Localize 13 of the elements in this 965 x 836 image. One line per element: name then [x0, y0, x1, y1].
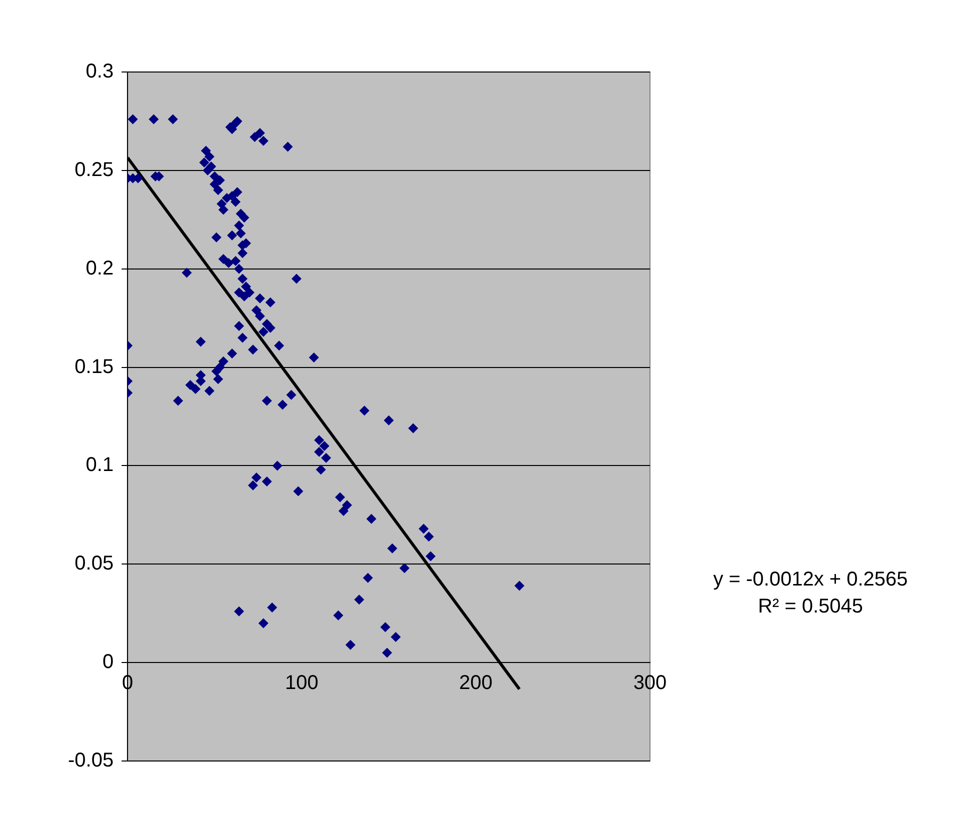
x-tick-label: 200: [459, 672, 493, 694]
x-tick-label: 300: [633, 672, 667, 694]
text: R² = 0.5045: [758, 596, 864, 618]
y-tick-label: -0.05: [68, 750, 114, 772]
y-tick-label: 0.25: [74, 158, 114, 181]
y-tick-label: 0.15: [74, 356, 114, 378]
x-tick-label: 100: [285, 672, 318, 694]
y-tick-label: 0.2: [86, 257, 114, 280]
y-tick-label: 0.3: [86, 60, 114, 83]
y-tick-label: 0.05: [74, 552, 114, 575]
y-tick-label: 0: [102, 651, 114, 674]
y-tick-label: 0.1: [86, 454, 114, 476]
text: y = -0.0012x + 0.2565: [713, 568, 908, 591]
